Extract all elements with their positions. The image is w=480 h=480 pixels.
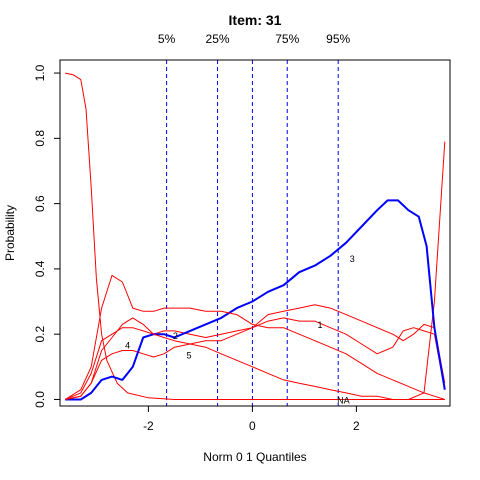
series-layer bbox=[64, 72, 446, 401]
series-line-1 bbox=[65, 317, 446, 400]
curve-label-3: 3 bbox=[350, 254, 355, 264]
x-tick-label: 2 bbox=[353, 419, 360, 433]
x-axis: -2 0 2 bbox=[143, 406, 360, 433]
curve-label-2: 2 bbox=[173, 331, 178, 341]
series-line-4 bbox=[64, 274, 445, 400]
y-axis-label: Probability bbox=[3, 205, 17, 261]
series-line-NA bbox=[65, 72, 446, 400]
quantile-labels: 5% 25% 75% 95% bbox=[158, 32, 351, 46]
y-tick-label: 0.2 bbox=[33, 326, 47, 343]
curve-label-5: 5 bbox=[186, 350, 191, 360]
quantile-label: 5% bbox=[158, 32, 176, 46]
curve-label-4: 4 bbox=[125, 341, 130, 351]
y-tick-label: 0.4 bbox=[33, 260, 47, 277]
y-tick-label: 1.0 bbox=[33, 64, 47, 81]
series-line-5 bbox=[65, 317, 445, 400]
series-line-3 bbox=[65, 199, 446, 401]
x-tick-label: 0 bbox=[249, 419, 256, 433]
y-tick-label: 0.0 bbox=[33, 391, 47, 408]
quantile-label: 75% bbox=[275, 32, 299, 46]
quantile-lines bbox=[166, 60, 339, 406]
chart-title: Item: 31 bbox=[229, 12, 282, 28]
y-axis: 0.0 0.2 0.4 0.6 0.8 1.0 bbox=[33, 64, 60, 408]
quantile-label: 25% bbox=[206, 32, 230, 46]
quantile-label: 95% bbox=[326, 32, 350, 46]
x-axis-label: Norm 0 1 Quantiles bbox=[203, 450, 306, 464]
plot-frame bbox=[59, 59, 451, 407]
y-tick-label: 0.8 bbox=[33, 130, 47, 147]
series-line-2 bbox=[65, 304, 446, 400]
x-tick-label: -2 bbox=[143, 419, 154, 433]
curve-labels: NA 1 2 3 4 5 bbox=[125, 254, 355, 405]
curve-label-1: 1 bbox=[317, 320, 322, 330]
curve-label-NA: NA bbox=[337, 395, 350, 405]
y-tick-label: 0.6 bbox=[33, 195, 47, 212]
